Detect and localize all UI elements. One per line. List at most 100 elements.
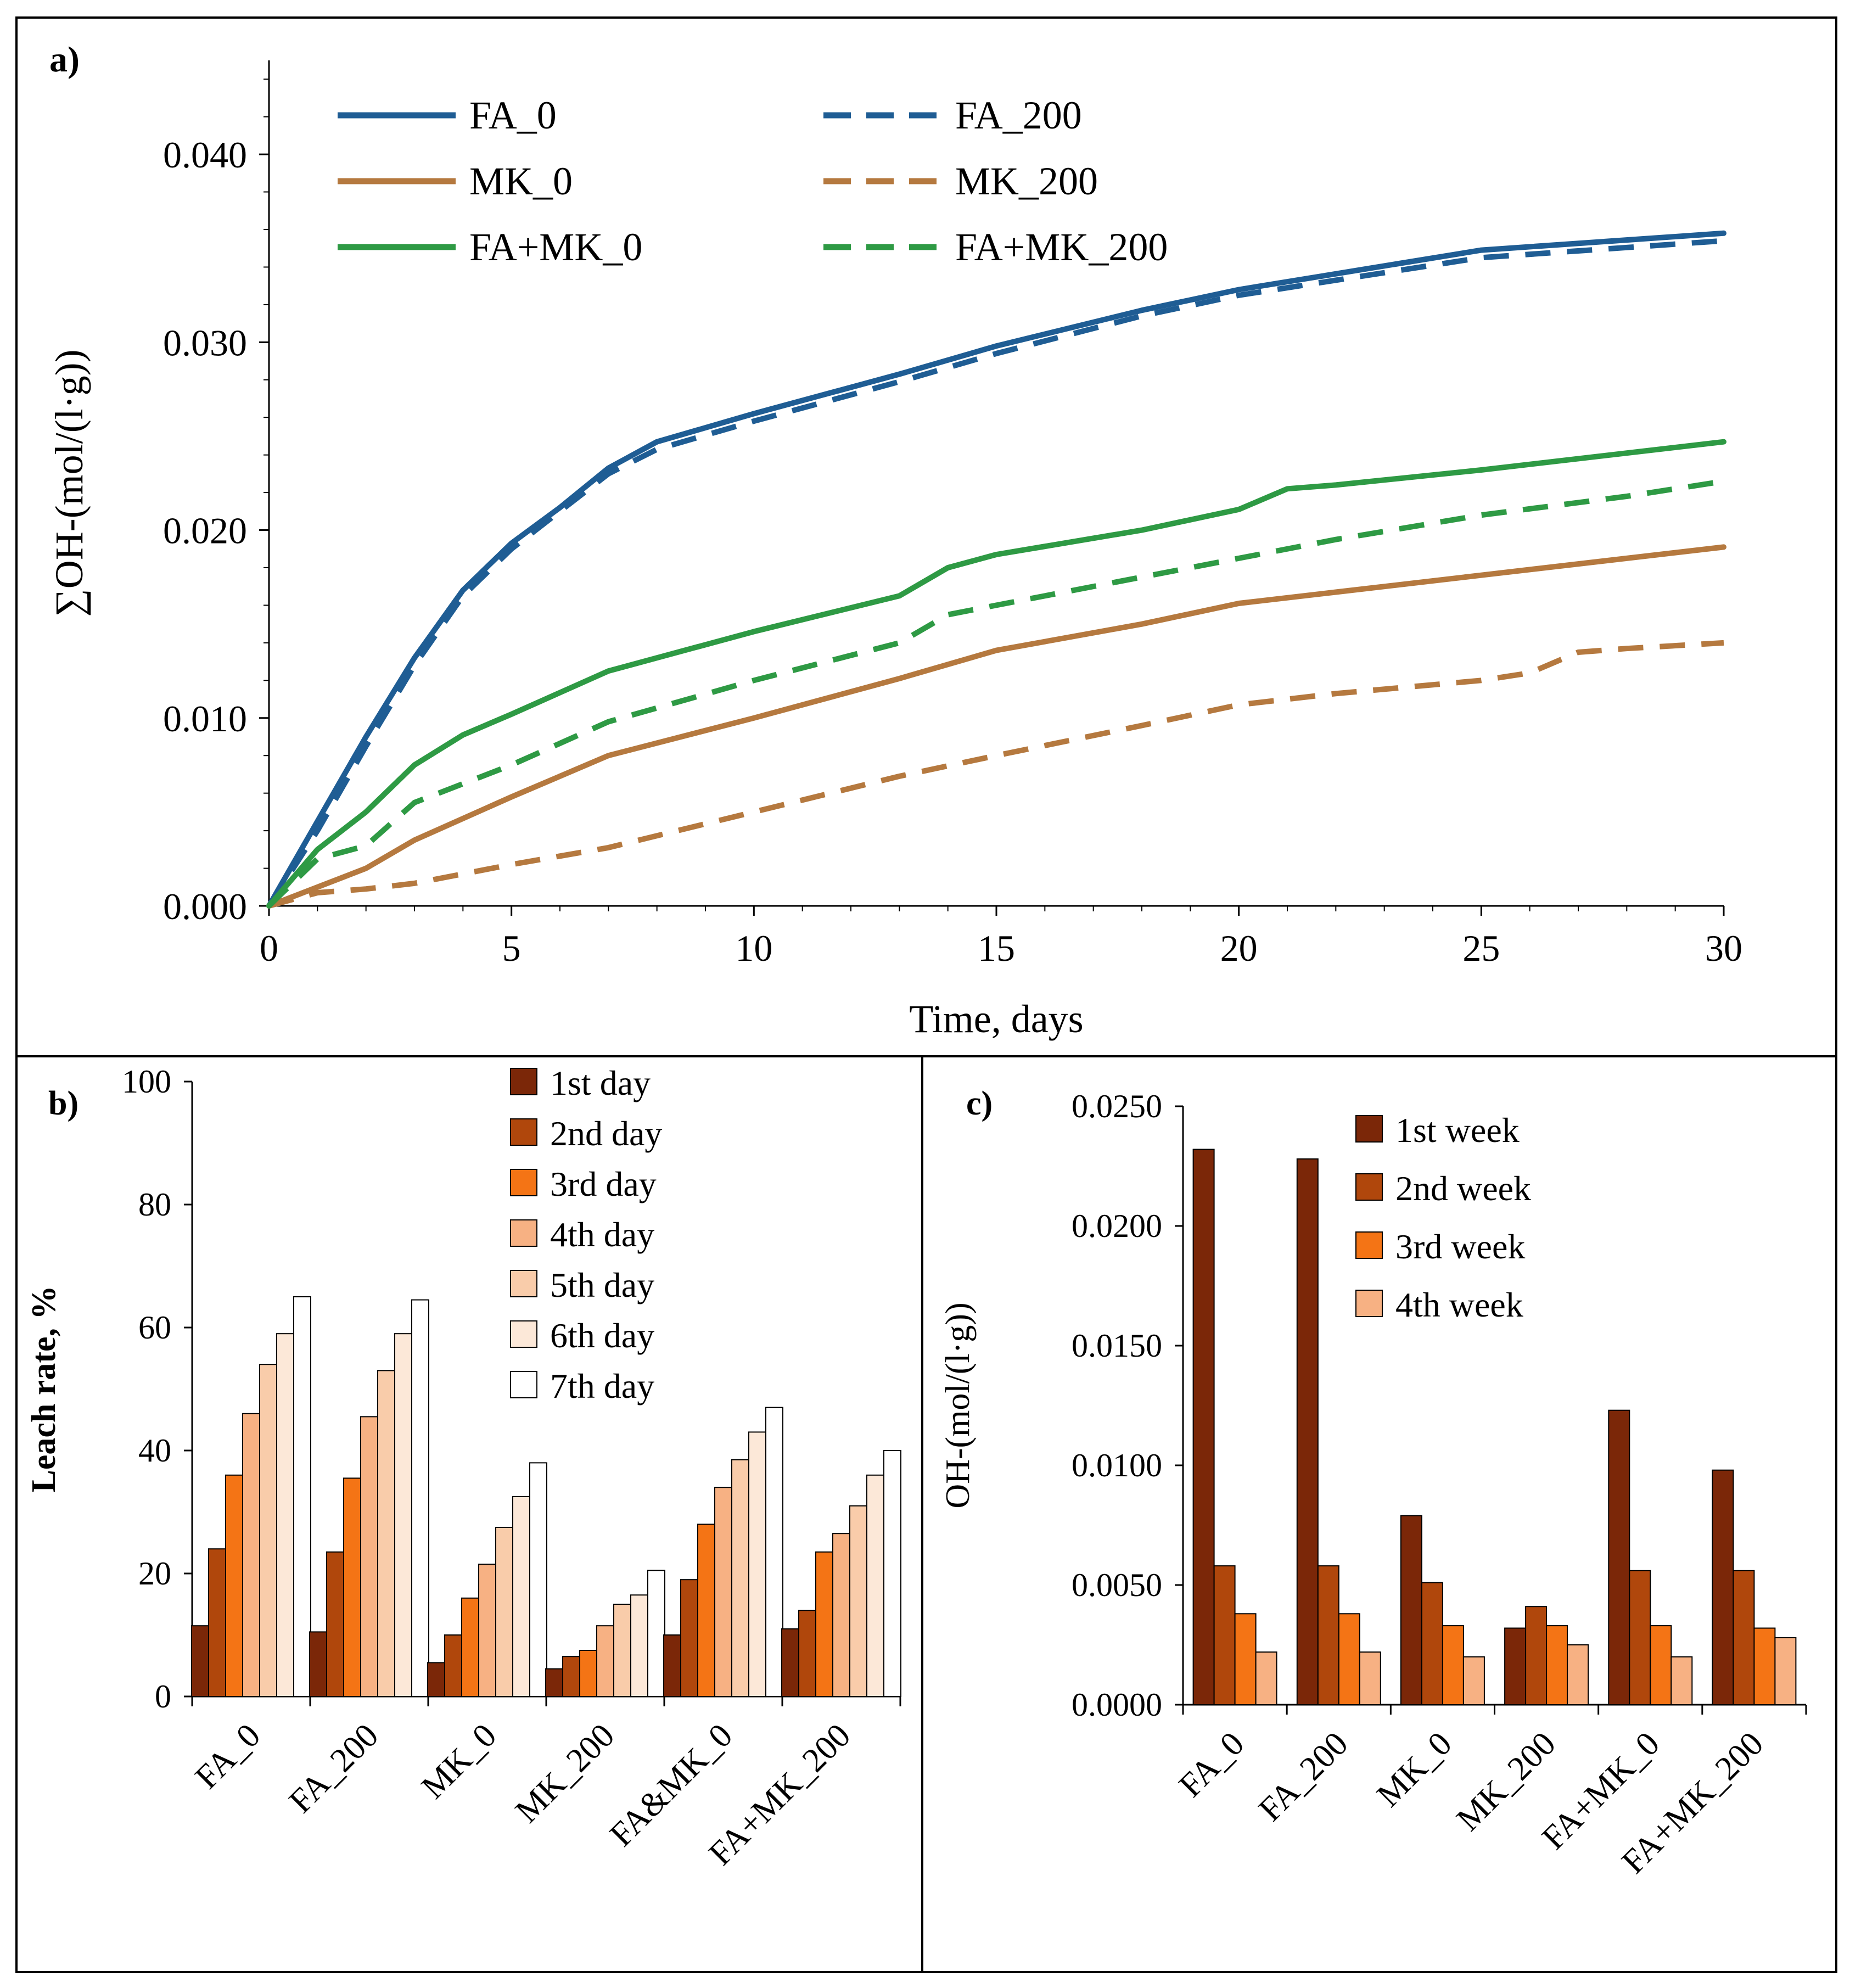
a-legend-label-fa-0: FA_0 xyxy=(469,93,557,137)
c1-bar-fa-mk-0-5th-day xyxy=(731,1459,749,1698)
a-x-tick-label: 10 xyxy=(735,927,772,969)
a-x-tick-label: 5 xyxy=(502,927,521,969)
c2-y-tick-label: 0.0200 xyxy=(1072,1208,1162,1244)
c1-y-tick-label: 100 xyxy=(122,1063,171,1100)
c1-bar-fa-200-7th-day xyxy=(411,1299,429,1698)
c1-category-label-mk-0: MK_0 xyxy=(414,1717,504,1806)
a-y-axis-label: ∑OH-(mol/(l·g)) xyxy=(47,349,91,617)
c1-legend-label-5th-day: 5th day xyxy=(550,1265,654,1304)
c2-bar-fa-mk-200-4th-week xyxy=(1774,1637,1797,1705)
c1-legend-label-2nd-day: 2nd day xyxy=(550,1114,662,1153)
c2-legend-label-3rd-week: 3rd week xyxy=(1395,1227,1525,1266)
c2-legend-label-4th-week: 4th week xyxy=(1395,1285,1523,1324)
a-y-tick-label: 0.000 xyxy=(163,886,247,927)
c2-legend-swatch-3rd-week xyxy=(1355,1231,1383,1259)
c1-bar-mk-0-4th-day xyxy=(478,1564,496,1697)
c1-bar-mk-0-5th-day xyxy=(495,1527,513,1697)
a-legend-label-mk-0: MK_0 xyxy=(469,159,573,203)
c2-bar-mk-200-4th-week xyxy=(1567,1644,1589,1705)
c2-category-label-mk-0: MK_0 xyxy=(1370,1725,1459,1815)
a-y-tick-label: 0.010 xyxy=(163,698,247,740)
c1-bar-fa-mk-200-1st-day xyxy=(781,1628,799,1698)
c1-bar-fa-mk-200-4th-day xyxy=(832,1533,850,1697)
c1-bar-mk-0-7th-day xyxy=(529,1462,547,1697)
a-y-tick-label: 0.040 xyxy=(163,134,247,176)
c1-bar-fa-mk-200-7th-day xyxy=(883,1450,901,1697)
c2-y-tick-label: 0.0100 xyxy=(1072,1447,1162,1483)
c2-category-label-fa-200: FA_200 xyxy=(1252,1725,1355,1829)
c2-y-tick-label: 0.0050 xyxy=(1072,1567,1162,1603)
c1-legend-swatch-4th-day xyxy=(510,1219,537,1247)
c1-bar-fa-200-3rd-day xyxy=(343,1477,361,1697)
panel-c-bar-chart: c) 0.0000 0.0050 0.0100 0.0150 0.0200 0.0250 O… xyxy=(939,1085,1807,1881)
c1-bar-mk-0-6th-day xyxy=(512,1496,530,1697)
a-legend-label-fa-200: FA_200 xyxy=(955,93,1082,137)
a-x-tick-label: 25 xyxy=(1462,927,1500,969)
c1-category-label-mk-200: MK_200 xyxy=(508,1717,621,1830)
a-series-line-fa-mk-200 xyxy=(267,478,1724,908)
c1-legend-label-1st-day: 1st day xyxy=(550,1063,651,1102)
c2-bar-fa-200-1st-week xyxy=(1296,1158,1319,1705)
c1-bar-fa-mk-0-1st-day xyxy=(663,1634,681,1697)
a-legend-label-fa-mk-200: FA+MK_200 xyxy=(955,225,1168,269)
c1-legend-swatch-2nd-day xyxy=(510,1118,537,1146)
c2-bar-fa-200-4th-week xyxy=(1359,1651,1381,1706)
c1-bar-fa-mk-0-6th-day xyxy=(748,1431,766,1697)
c1-y-tick-label: 0 xyxy=(155,1678,171,1715)
c1-legend-swatch-6th-day xyxy=(510,1320,537,1348)
c1-category-label-fa-0: FA_0 xyxy=(188,1717,268,1796)
c1-y-axis-label: Leach rate, % xyxy=(25,1285,63,1492)
c1-bar-fa-mk-200-3rd-day xyxy=(815,1551,833,1698)
c1-bar-mk-200-5th-day xyxy=(613,1604,631,1697)
c2-bar-fa-mk-0-2nd-week xyxy=(1629,1570,1651,1706)
a-legend-label-fa-mk-0: FA+MK_0 xyxy=(469,225,642,269)
c1-bar-fa-mk-200-6th-day xyxy=(866,1474,884,1698)
c1-bar-mk-200-1st-day xyxy=(545,1668,563,1698)
c2-legend-swatch-4th-week xyxy=(1355,1290,1383,1317)
c1-legend-swatch-3rd-day xyxy=(510,1169,537,1196)
a-x-axis-label: Time, days xyxy=(909,997,1083,1041)
c1-y-tick-label: 20 xyxy=(138,1555,171,1592)
c1-bar-mk-0-1st-day xyxy=(427,1662,445,1697)
c2-bar-mk-200-1st-week xyxy=(1504,1627,1527,1705)
c1-y-tick-label: 80 xyxy=(138,1186,171,1223)
c2-bar-mk-0-3rd-week xyxy=(1442,1625,1464,1706)
c1-bar-mk-200-6th-day xyxy=(630,1594,648,1697)
c2-bar-fa-mk-0-4th-week xyxy=(1670,1656,1693,1706)
c2-y-tick-label: 0.0000 xyxy=(1072,1687,1162,1723)
c1-category-label-fa-200: FA_200 xyxy=(282,1717,386,1821)
c1-bar-fa-mk-0-4th-day xyxy=(714,1487,732,1697)
panel-a-line-chart: a) 0.000 0.010 0.020 0.030 0.040 0 5 10 15 20 25 30… xyxy=(47,40,1742,1041)
c1-bar-mk-200-2nd-day xyxy=(562,1656,580,1697)
a-series-line-mk-0 xyxy=(266,544,1726,909)
c1-legend-swatch-7th-day xyxy=(510,1371,537,1398)
c1-bar-fa-0-1st-day xyxy=(191,1625,209,1697)
c2-y-tick-label: 0.0250 xyxy=(1072,1088,1162,1124)
c1-bar-fa-0-7th-day xyxy=(293,1296,311,1697)
c1-bar-fa-0-2nd-day xyxy=(208,1548,226,1697)
c1-bar-mk-200-3rd-day xyxy=(579,1650,597,1697)
c2-legend-label-1st-week: 1st week xyxy=(1395,1111,1520,1150)
c1-y-tick-label: 40 xyxy=(138,1432,171,1469)
c2-legend-label-2nd-week: 2nd week xyxy=(1395,1169,1531,1208)
c1-bar-fa-0-5th-day xyxy=(259,1364,277,1697)
c1-bar-fa-mk-0-3rd-day xyxy=(697,1524,715,1697)
c2-bar-mk-200-3rd-week xyxy=(1546,1625,1568,1706)
c1-bar-fa-0-3rd-day xyxy=(225,1474,243,1698)
c1-bar-fa-200-6th-day xyxy=(394,1333,412,1697)
c1-y-tick-label: 60 xyxy=(138,1309,171,1346)
c2-legend-swatch-2nd-week xyxy=(1355,1173,1383,1201)
c1-bar-mk-0-3rd-day xyxy=(461,1597,479,1698)
c1-legend-swatch-5th-day xyxy=(510,1270,537,1297)
c1-bar-fa-mk-0-7th-day xyxy=(765,1407,783,1698)
c1-bar-fa-0-4th-day xyxy=(242,1413,260,1698)
c1-bar-mk-0-2nd-day xyxy=(444,1634,462,1697)
c1-bar-fa-200-5th-day xyxy=(377,1370,395,1697)
c2-bar-mk-0-2nd-week xyxy=(1421,1582,1443,1706)
a-series-line-fa-mk-0 xyxy=(266,439,1726,909)
c2-bar-mk-0-1st-week xyxy=(1400,1515,1422,1706)
panel-c-label: c) xyxy=(966,1085,993,1122)
a-series-line-mk-200 xyxy=(268,640,1724,909)
c2-bar-fa-200-3rd-week xyxy=(1338,1613,1360,1706)
